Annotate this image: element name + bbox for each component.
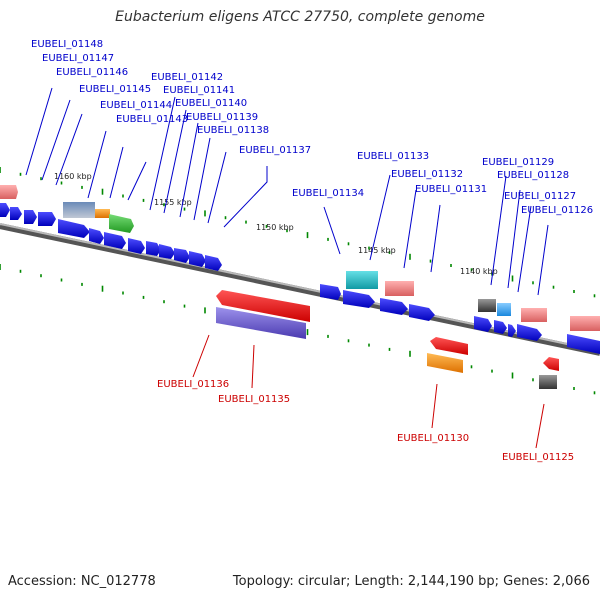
gene-red [543, 357, 559, 371]
gene-label-01138[interactable]: EUBELI_01138 [197, 125, 269, 136]
gene-blue [205, 255, 222, 271]
gene-blue [508, 324, 516, 337]
leader-lines-bottom [192, 334, 545, 449]
gene-blue [24, 210, 37, 224]
gene-salmon [385, 281, 414, 296]
gene-blue [409, 304, 435, 321]
gene-blue [38, 212, 56, 226]
gene-blue [0, 203, 10, 217]
gene-label-01136[interactable]: EUBELI_01136 [157, 379, 229, 390]
forward-genes [0, 185, 600, 354]
gene-blue [159, 244, 175, 259]
gene-blue [320, 284, 341, 300]
gene-blue [174, 248, 190, 263]
gene-salmon [521, 308, 547, 322]
gene-label-01135[interactable]: EUBELI_01135 [218, 394, 290, 405]
genome-title: Eubacterium eligens ATCC 27750, complete… [115, 9, 485, 25]
gene-label-01143[interactable]: EUBELI_01143 [116, 114, 188, 125]
tick-label-1160: 1160 kbp [54, 172, 92, 181]
gene-label-01137[interactable]: EUBELI_01137 [239, 145, 311, 156]
gene-sky [497, 303, 511, 316]
gene-label-01140[interactable]: EUBELI_01140 [175, 98, 247, 109]
tick-label-1145: 1145 kbp [358, 246, 396, 255]
leader-lines-top [25, 87, 549, 296]
gene-label-01126[interactable]: EUBELI_01126 [521, 205, 593, 216]
gene-blue [189, 251, 206, 267]
gene-red [216, 290, 310, 322]
gene-orange [95, 209, 110, 218]
scale-tick-labels: 1160 kbp 1155 kbp 1150 kbp 1145 kbp 1140… [54, 172, 498, 276]
gene-label-01147[interactable]: EUBELI_01147 [42, 53, 114, 64]
gene-gray [478, 299, 496, 312]
gene-blue [58, 219, 90, 238]
gene-label-01129[interactable]: EUBELI_01129 [482, 157, 554, 168]
gene-label-01128[interactable]: EUBELI_01128 [497, 170, 569, 181]
gene-red [430, 337, 468, 355]
tick-label-1155: 1155 kbp [154, 198, 192, 207]
topology-text: Topology: circular; Length: 2,144,190 bp… [232, 574, 590, 589]
gene-blue [474, 316, 492, 332]
gene-blue [380, 298, 408, 315]
gene-gray [539, 375, 557, 389]
gene-blue [343, 290, 375, 308]
gene-steel [63, 202, 95, 218]
gene-label-01127[interactable]: EUBELI_01127 [504, 191, 576, 202]
gene-label-01131[interactable]: EUBELI_01131 [415, 184, 487, 195]
gene-label-01133[interactable]: EUBELI_01133 [357, 151, 429, 162]
gene-label-01130[interactable]: EUBELI_01130 [397, 433, 469, 444]
gene-label-01146[interactable]: EUBELI_01146 [56, 67, 128, 78]
forward-gene-labels: EUBELI_01148 EUBELI_01147 EUBELI_01146 E… [31, 39, 593, 216]
reverse-gene-labels: EUBELI_01136 EUBELI_01135 EUBELI_01130 E… [157, 379, 574, 463]
gene-blue [10, 207, 22, 220]
tick-label-1150: 1150 kbp [256, 223, 294, 232]
gene-label-01132[interactable]: EUBELI_01132 [391, 169, 463, 180]
gene-label-01139[interactable]: EUBELI_01139 [186, 112, 258, 123]
gene-label-01125[interactable]: EUBELI_01125 [502, 452, 574, 463]
gene-blue [517, 324, 542, 341]
gene-blue [104, 232, 126, 249]
gene-orange [427, 353, 463, 373]
gene-label-01141[interactable]: EUBELI_01141 [163, 85, 235, 96]
gene-label-01134[interactable]: EUBELI_01134 [292, 188, 364, 199]
gene-blue [89, 228, 104, 244]
gene-green [109, 214, 134, 233]
gene-label-01148[interactable]: EUBELI_01148 [31, 39, 103, 50]
scale-ticks [0, 167, 596, 395]
gene-salmon-left [0, 185, 18, 199]
reverse-genes [216, 290, 559, 389]
gene-label-01145[interactable]: EUBELI_01145 [79, 84, 151, 95]
gene-blue [128, 238, 145, 254]
gene-blue [494, 320, 507, 334]
gene-label-01142[interactable]: EUBELI_01142 [151, 72, 223, 83]
tick-label-1140: 1140 kbp [460, 267, 498, 276]
gene-purple [216, 307, 306, 339]
gene-blue [567, 334, 600, 354]
gene-salmon-right [570, 316, 600, 331]
accession-text: Accession: NC_012778 [8, 574, 156, 589]
gene-blue [146, 241, 161, 256]
gene-cyan [346, 271, 378, 289]
gene-label-01144[interactable]: EUBELI_01144 [100, 100, 172, 111]
